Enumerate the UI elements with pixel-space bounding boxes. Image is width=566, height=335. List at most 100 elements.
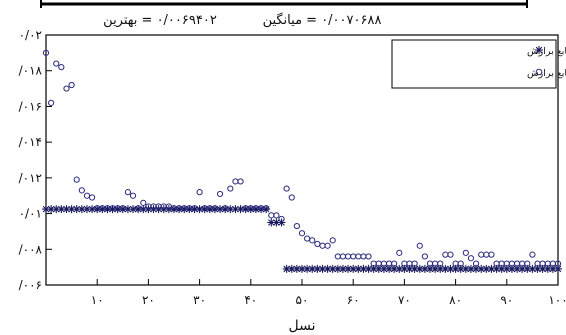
mean-point: [344, 253, 352, 260]
y-tick-label: /۰۱۶: [19, 99, 42, 113]
y-tick-label: /۰۰۶: [19, 278, 42, 292]
mean-point: [304, 235, 311, 242]
mean-point: [529, 251, 536, 258]
series-mean: [42, 49, 562, 267]
mean-point: [124, 189, 132, 196]
best-point: [548, 264, 557, 273]
best-value-label: ۰/۰۰۶۹۴۰۲ = بهترین: [103, 13, 217, 28]
best-point: [262, 205, 271, 214]
mean-point: [63, 85, 70, 92]
best-point: [533, 264, 542, 273]
mean-point: [263, 205, 270, 212]
best-point: [472, 264, 481, 273]
best-point: [231, 205, 240, 214]
mean-point: [478, 251, 485, 258]
x-axis-title: نسل: [289, 318, 316, 334]
mean-value-label: ۰/۰۰۷۰۶۸۸ = میانگین: [263, 12, 382, 28]
best-point: [246, 205, 255, 214]
mean-point: [298, 230, 306, 237]
mean-point: [58, 64, 65, 71]
best-point: [379, 264, 388, 273]
best-point: [507, 264, 516, 273]
x-axis: ۱۰ ۲۰ ۳۰ ۴۰ ۵۰ ۶۰ ۷۰ ۸۰ ۹۰ ۱۰۰: [91, 279, 566, 307]
best-point: [451, 264, 460, 273]
mean-point: [350, 253, 357, 260]
mean-point: [319, 242, 326, 249]
mean-point: [278, 215, 285, 223]
best-point: [466, 264, 475, 273]
mean-point: [216, 190, 224, 198]
x-tick-label: ۶۰: [347, 293, 360, 307]
mean-point: [483, 251, 490, 258]
best-point: [195, 205, 204, 214]
legend-marker-asterisk: [535, 46, 543, 54]
best-point: [221, 205, 230, 214]
best-point: [497, 264, 506, 273]
mean-point: [416, 242, 423, 249]
best-point: [47, 205, 56, 214]
best-point: [323, 264, 332, 273]
mean-point: [442, 251, 449, 258]
x-tick-label: ۴۰: [244, 293, 257, 307]
best-point: [267, 218, 276, 227]
mean-point: [268, 212, 275, 219]
mean-point: [53, 60, 60, 67]
mean-point: [360, 253, 367, 260]
best-point: [118, 205, 127, 214]
mean-point: [135, 205, 142, 212]
best-point: [385, 264, 394, 273]
mean-point: [288, 194, 295, 201]
legend-circle: [535, 68, 543, 76]
mean-point: [447, 251, 454, 258]
x-tick-label: ۳۰: [193, 293, 206, 307]
best-point: [528, 264, 537, 273]
mean-point: [232, 178, 239, 185]
mean-point: [129, 192, 137, 199]
best-point: [461, 264, 470, 273]
best-point: [170, 205, 178, 214]
best-point: [446, 264, 455, 273]
best-point: [251, 205, 260, 214]
legend: بهترین مقدار تابع برازش مقدار میانگین تا…: [391, 39, 566, 89]
best-point: [292, 264, 301, 273]
legend-label-mean: مقدار میانگین تابع برازش: [527, 67, 566, 79]
x-tick-label: ۵۰: [296, 293, 309, 307]
x-tick-label: ۱۰۰: [548, 293, 566, 307]
best-point: [272, 218, 281, 227]
best-point: [139, 205, 148, 214]
best-point: [487, 264, 496, 273]
best-point: [333, 264, 342, 273]
best-point: [72, 205, 81, 214]
best-point: [77, 205, 86, 214]
best-point: [349, 264, 358, 273]
best-point: [538, 264, 547, 273]
best-point: [129, 205, 138, 214]
mean-point: [83, 192, 91, 199]
y-tick-label: /۰۱۸: [19, 64, 43, 78]
mean-point: [472, 260, 480, 267]
mean-point: [339, 253, 347, 260]
best-point: [287, 264, 296, 273]
mean-point: [396, 249, 403, 256]
mean-point: [211, 205, 219, 212]
best-point: [374, 264, 383, 273]
mean-point: [196, 189, 203, 196]
mean-point: [355, 253, 362, 260]
best-point: [441, 264, 450, 273]
x-tick-label: ۸۰: [449, 293, 462, 307]
mean-point: [324, 242, 331, 249]
best-point: [502, 264, 511, 273]
mean-point: [437, 260, 444, 267]
mean-point: [68, 81, 75, 89]
mean-point: [334, 253, 341, 260]
best-point: [554, 264, 562, 273]
x-tick-label: ۷۰: [398, 293, 411, 307]
best-point: [205, 205, 214, 214]
mean-point: [391, 260, 398, 267]
best-point: [436, 264, 445, 273]
best-point: [523, 264, 532, 273]
x-tick-label: ۱۰: [91, 293, 104, 307]
best-point: [303, 264, 312, 273]
y-tick-label: ۰/۰۱: [19, 207, 42, 221]
best-point: [298, 264, 306, 273]
